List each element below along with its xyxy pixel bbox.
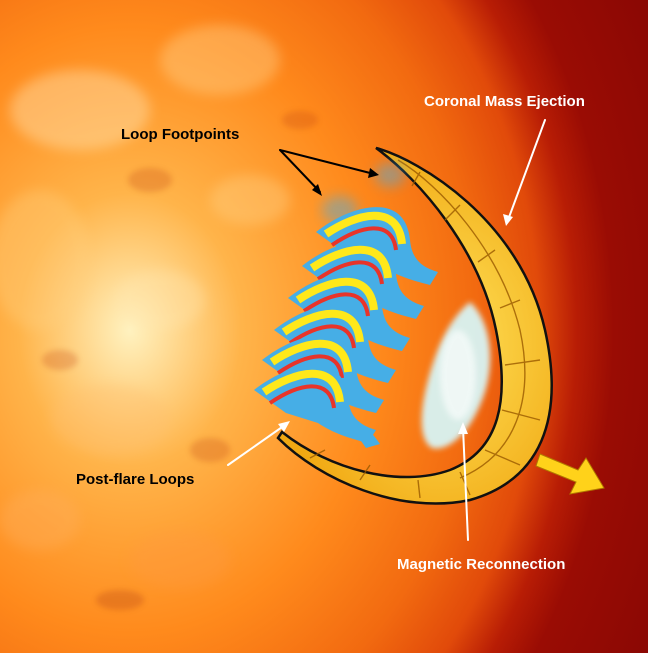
loop-footpoints-pointer-right	[279, 149, 375, 175]
sun-surface-texture	[0, 25, 290, 588]
sun-dark-cells	[42, 111, 318, 610]
reconnection-pointer	[462, 427, 469, 541]
loop-footpoints-pointer-left	[279, 149, 321, 193]
post-flare-loops-pointer	[227, 424, 286, 466]
post-flare-loops-arrowhead	[278, 421, 290, 432]
label-coronal-mass-ejection: Coronal Mass Ejection	[424, 93, 585, 110]
cme-pointer	[507, 119, 546, 221]
post-flare-loop-tail	[332, 410, 380, 448]
annotation-pointers	[227, 119, 546, 541]
cme-direction-arrow	[535, 453, 605, 495]
loop-footpoints-arrowhead-left	[312, 184, 322, 196]
cme-shape	[276, 146, 553, 505]
cme-arrowhead	[503, 214, 513, 226]
reconnection-arrowhead	[458, 422, 468, 434]
reconnection-glow	[421, 302, 491, 449]
post-flare-loops	[254, 163, 438, 448]
label-magnetic-reconnection: Magnetic Reconnection	[397, 556, 566, 573]
loop-footpoints-arrowhead-right	[368, 168, 379, 178]
label-post-flare-loops: Post-flare Loops	[76, 471, 195, 488]
label-loop-footpoints: Loop Footpoints	[121, 126, 240, 143]
